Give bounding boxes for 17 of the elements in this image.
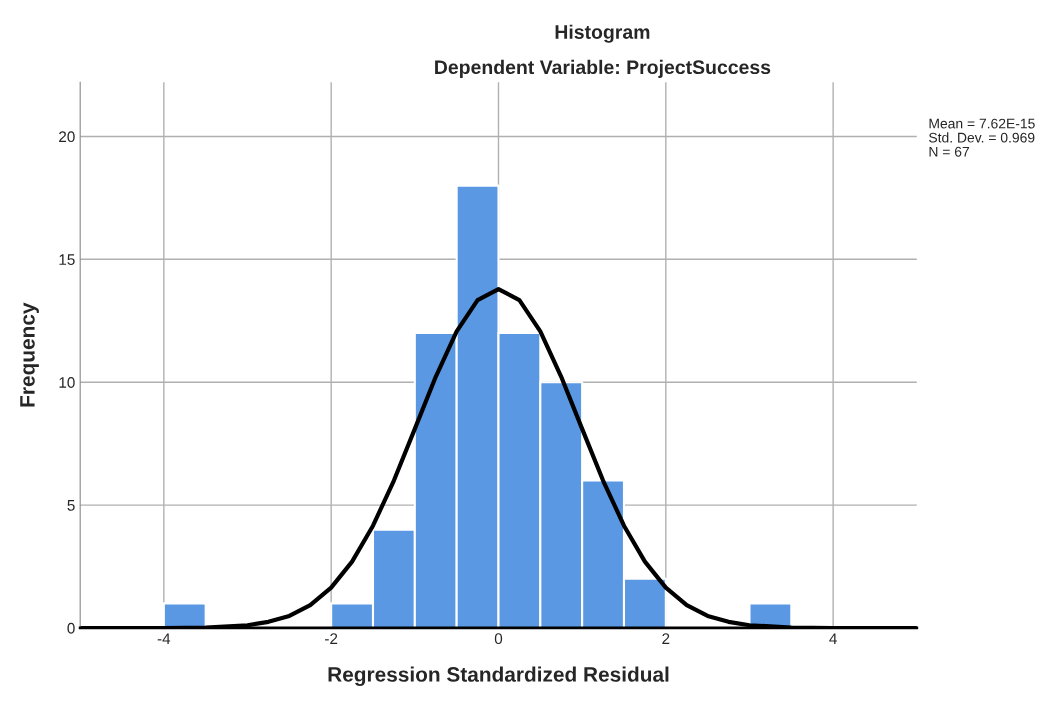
x-axis-title: Regression Standardized Residual [328,666,669,687]
x-tick-label: 2 [662,633,670,644]
x-tick-label: 0 [494,633,503,645]
x-tick-label: -2 [325,633,338,644]
y-tick-label: 5 [67,500,75,511]
y-tick-label: 20 [59,131,75,143]
x-tick-label: -4 [157,633,171,644]
x-tick-label: 4 [829,633,837,644]
text: N = 67 [929,146,970,157]
y-tick-label: 10 [59,377,75,388]
text: Std. Dev. = 0.969 [929,132,1035,143]
text: Mean = 7.62E-15 [929,118,1035,129]
y-axis-title: Frequency [20,302,39,407]
y-tick-label: 0 [67,622,75,634]
y-tick-label: 15 [59,254,75,266]
chart-subtitle: Dependent Variable: ProjectSuccess [435,59,771,78]
chart-title: Histogram [555,24,650,43]
